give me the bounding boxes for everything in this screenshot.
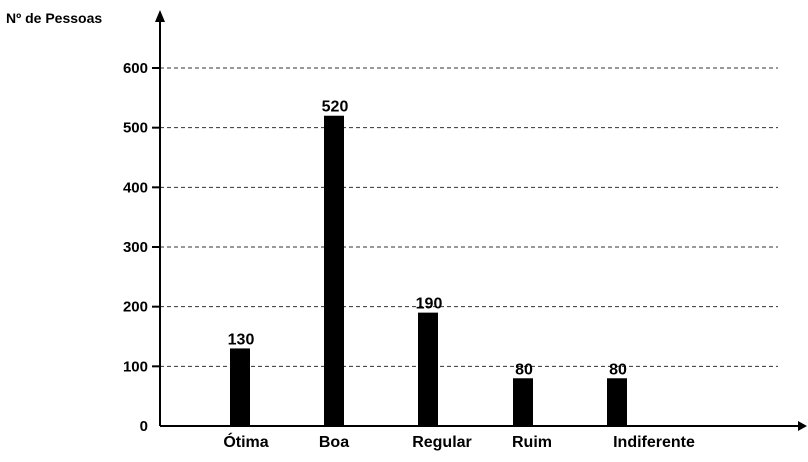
data-label-otima: 130 [228,331,255,348]
bar-boa [324,115,344,426]
data-label-indiferente: 80 [609,361,627,378]
x-tick-label-indiferente: Indiferente [613,434,695,451]
data-labels: 130 520 190 80 80 [228,99,627,379]
y-tick-label-600: 600 [123,60,148,77]
x-tick-labels: Ótima Boa Regular Ruim Indiferente [223,432,695,451]
bar-ruim [513,378,533,426]
y-tick-labels: 0 100 200 300 400 500 600 [123,60,148,435]
x-tick-label-otima: Ótima [223,432,268,451]
data-label-boa: 520 [322,99,349,116]
bars [230,115,627,426]
bar-otima [230,348,250,426]
x-tick-label-boa: Boa [319,434,349,451]
bar-indiferente [607,378,627,426]
y-tick-label-500: 500 [123,120,148,137]
x-tick-label-regular: Regular [412,434,472,451]
y-axis-arrow [155,10,165,22]
data-label-regular: 190 [416,296,443,313]
gridlines [152,67,778,368]
y-axis-title: Nº de Pessoas [6,10,102,26]
y-tick-label-300: 300 [123,239,148,256]
x-tick-label-ruim: Ruim [512,434,552,451]
y-tick-label-0: 0 [140,418,148,435]
y-tick-label-400: 400 [123,179,148,196]
data-label-ruim: 80 [515,361,533,378]
bar-regular [418,312,438,426]
y-tick-label-100: 100 [123,358,148,375]
x-axis-arrow [798,421,807,431]
y-tick-label-200: 200 [123,299,148,316]
axes: Nº de Pessoas [6,10,807,431]
